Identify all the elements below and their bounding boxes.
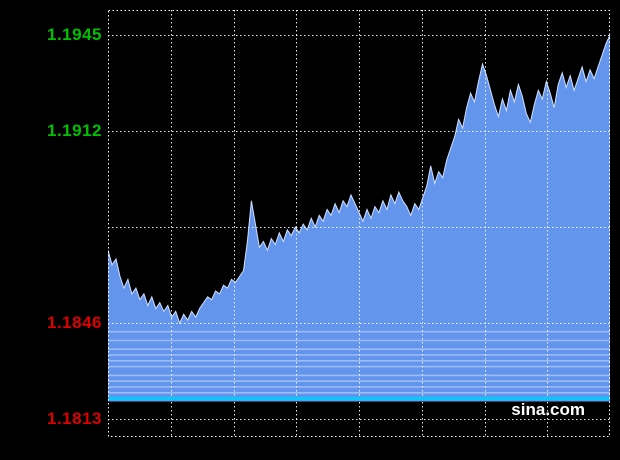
price-area-chart <box>108 10 610 437</box>
y-axis-label: 1.1912 <box>47 121 102 140</box>
y-axis-label: 1.1945 <box>47 25 102 44</box>
y-axis-label: 1.1846 <box>47 313 102 332</box>
y-axis-label: 1.1813 <box>47 409 102 428</box>
watermark-sina: sina.com <box>511 400 585 419</box>
